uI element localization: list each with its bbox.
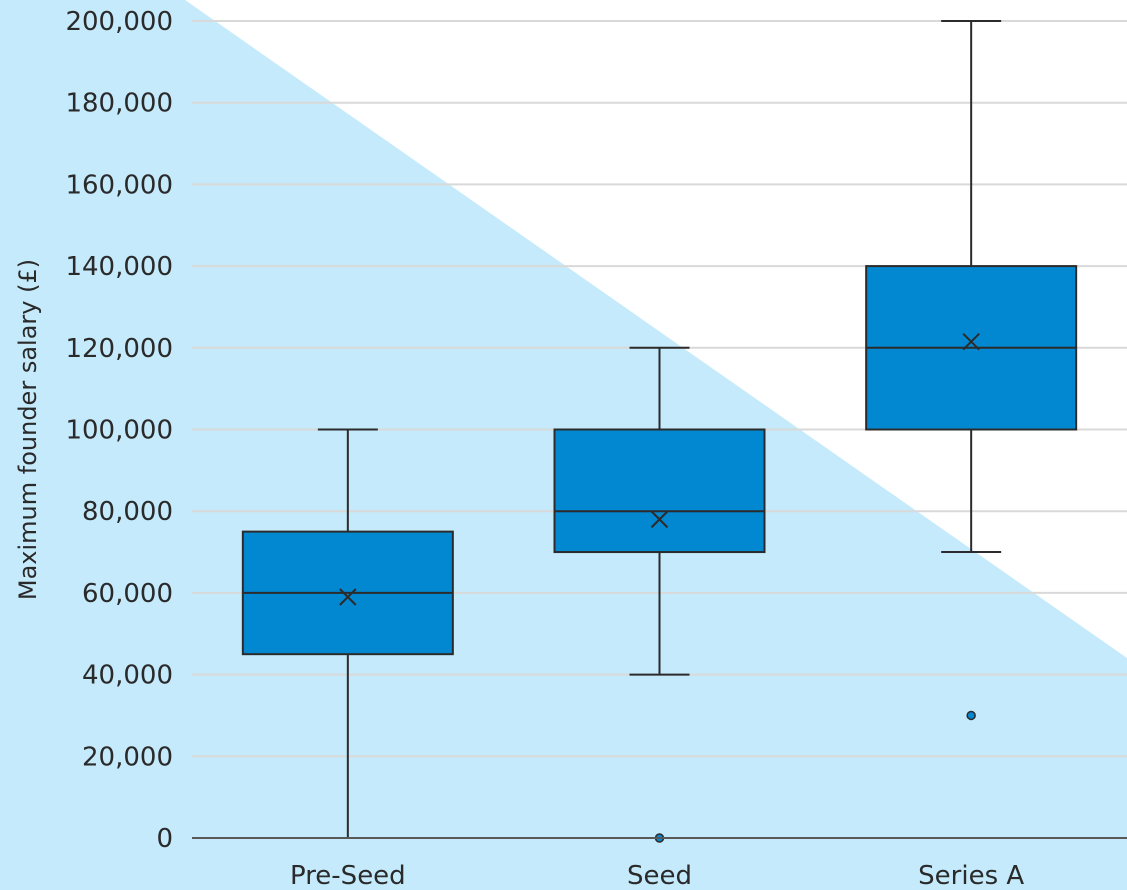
mean-marker bbox=[962, 332, 980, 351]
y-tick-label: 40,000 bbox=[82, 661, 173, 691]
box-group bbox=[241, 428, 454, 839]
y-tick-label: 100,000 bbox=[65, 416, 173, 446]
y-axis-title: Maximum founder salary (£) bbox=[14, 259, 42, 600]
iqr-box bbox=[553, 428, 766, 554]
y-tick-label: 180,000 bbox=[65, 89, 173, 119]
y-tick-label: 140,000 bbox=[65, 252, 173, 282]
box-group bbox=[865, 20, 1078, 721]
box-group bbox=[553, 346, 766, 843]
x-category-label: Pre-Seed bbox=[290, 861, 406, 890]
x-category-labels: Pre-Seed Seed Series A bbox=[290, 861, 1024, 890]
y-tick-labels: 0 20,000 40,000 60,000 80,000 100,000 120,000 1… bbox=[65, 7, 173, 854]
y-tick-label: 160,000 bbox=[65, 170, 173, 200]
mean-marker bbox=[650, 510, 669, 529]
y-tick-label: 80,000 bbox=[82, 497, 173, 527]
boxes bbox=[241, 20, 1078, 843]
y-tick-label: 20,000 bbox=[82, 742, 173, 772]
y-tick-label: 60,000 bbox=[82, 579, 173, 609]
outlier-point bbox=[966, 710, 976, 721]
x-category-label: Series A bbox=[918, 861, 1024, 890]
mean-marker bbox=[339, 588, 357, 606]
x-category-label: Seed bbox=[627, 861, 692, 890]
y-tick-label: 0 bbox=[156, 824, 173, 854]
y-tick-label: 120,000 bbox=[65, 334, 173, 364]
y-tick-label: 200,000 bbox=[65, 7, 173, 37]
